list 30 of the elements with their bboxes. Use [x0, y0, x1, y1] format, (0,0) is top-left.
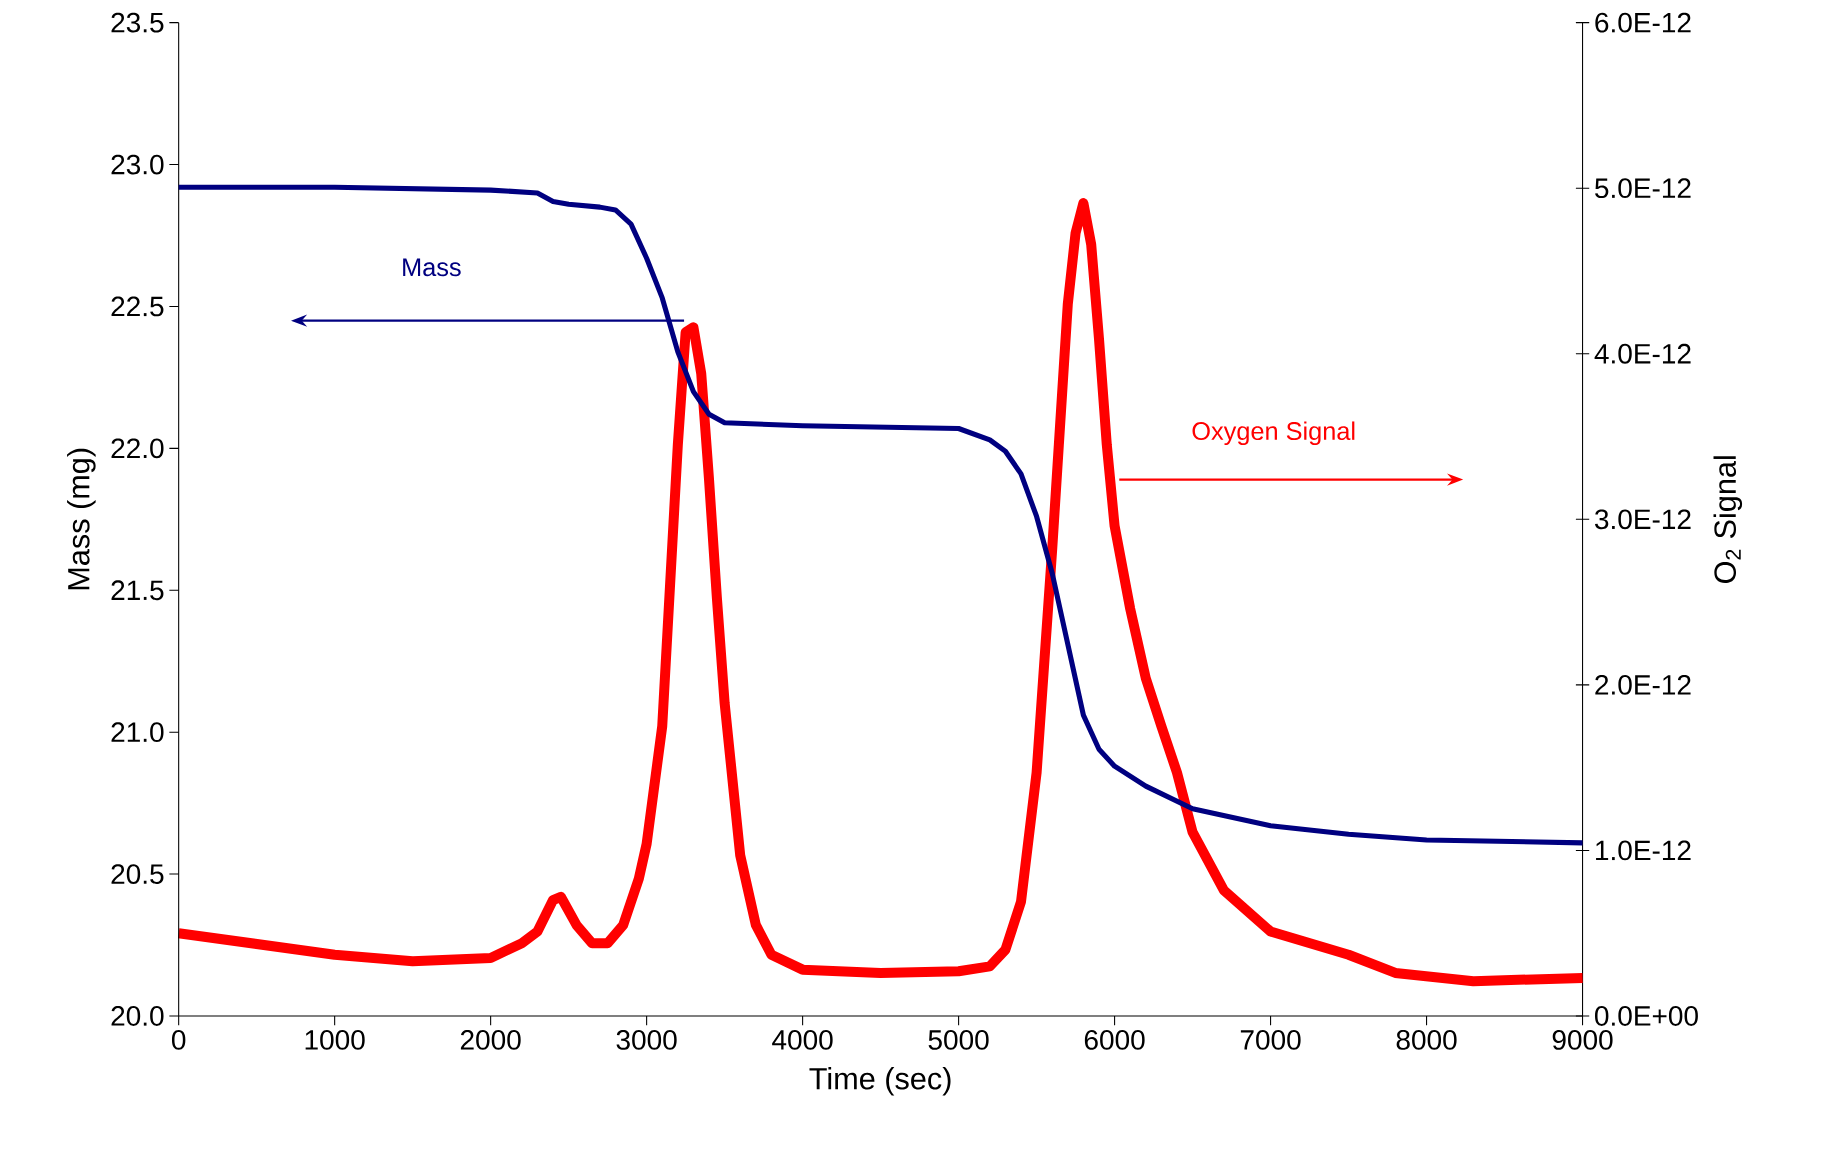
x-tick-label: 9000: [1552, 1030, 1613, 1050]
y-tick-label: 21.5: [111, 580, 164, 601]
x-tick-label: 1000: [305, 1030, 365, 1050]
y2-tick-label: 5.0E-12: [1595, 178, 1691, 199]
x-tick-label: 5000: [928, 1030, 989, 1050]
text: Mass: [403, 258, 461, 277]
y-tick-label: 22.0: [111, 438, 164, 459]
y2-tick-label: 3.0E-12: [1594, 509, 1691, 530]
x-tick-label: 0: [171, 1030, 186, 1050]
x-tick-label: 2000: [460, 1030, 521, 1050]
x-axis-title: Time (sec): [809, 1067, 951, 1096]
y-tick-label: 20.5: [111, 864, 164, 884]
y-tick-label: 23.5: [111, 12, 164, 33]
x-tick-label: 4000: [772, 1030, 833, 1050]
y-tick-label: 21.0: [111, 722, 164, 743]
text: Oxygen Signal: [1192, 421, 1355, 446]
y-tick-label: 23.0: [111, 154, 164, 175]
y2-tick-label: 6.0E-12: [1595, 12, 1691, 33]
y-tick-label: 22.5: [111, 296, 164, 317]
y2-tick-label: 2.0E-12: [1595, 674, 1691, 695]
x-tick-label: 6000: [1084, 1030, 1145, 1050]
y2-tick-label: 4.0E-12: [1594, 343, 1691, 364]
x-tick-label: 7000: [1240, 1030, 1301, 1050]
y2-axis-title: O$_{2}$ Signal: [1713, 456, 1743, 583]
y2-tick-label: 0.0E+00: [1595, 1006, 1698, 1026]
x-tick-label: 8000: [1396, 1030, 1457, 1050]
y2-tick-label: 1.0E-12: [1596, 840, 1691, 861]
y-tick-label: 20.0: [111, 1006, 164, 1026]
x-tick-label: 3000: [616, 1030, 677, 1050]
y-axis-title: Mass (mg): [67, 448, 96, 590]
